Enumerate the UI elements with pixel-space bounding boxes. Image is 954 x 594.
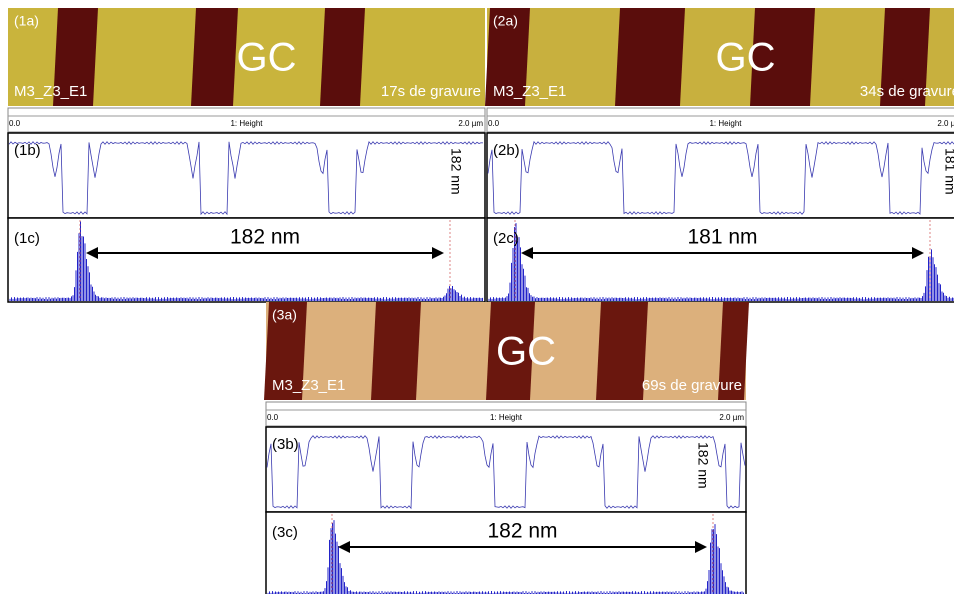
stripe: [320, 8, 365, 106]
stripe: [371, 302, 421, 400]
material-label: GC: [496, 330, 556, 374]
image-label: (1a): [14, 13, 39, 29]
image-label: (3a): [272, 307, 297, 323]
stripe: [264, 302, 307, 400]
height-profile: [487, 140, 954, 215]
histogram-label: (3c): [272, 524, 298, 541]
etch-time: 69s de gravure: [642, 377, 742, 394]
profile-box: [486, 132, 954, 219]
profile-height: 182 nm: [695, 442, 711, 489]
profile-height: 182 nm: [448, 148, 464, 195]
panel: (3a) GC M3_Z3_E1 69s de gravure 0.0 1: Height…: [264, 302, 749, 594]
stripe: [191, 8, 238, 106]
profile-box: [7, 132, 486, 219]
material-label: GC: [716, 36, 776, 80]
afm-image: [487, 8, 954, 106]
etch-time: 17s de gravure: [381, 83, 481, 100]
arrow-head: [521, 247, 533, 259]
sample-label: M3_Z3_E1: [14, 83, 87, 100]
histogram-label: (1c): [14, 230, 40, 247]
axis-start: 0.0: [267, 413, 279, 422]
stripe: [485, 8, 530, 106]
height-profile: [8, 141, 484, 216]
image-label: (2a): [493, 13, 518, 29]
profile-box: [265, 426, 747, 513]
stripe: [880, 8, 930, 106]
axis-end: 2.0 µm: [458, 119, 483, 128]
material-label: GC: [237, 36, 297, 80]
axis-title: 1: Height: [709, 119, 742, 128]
stripe: [596, 302, 648, 400]
histogram-box: [486, 217, 954, 303]
panel: (2a) GC M3_Z3_E1 34s de gravure 0.0 1: Height…: [485, 8, 954, 303]
stripe: [750, 8, 815, 106]
profile-height: 181 nm: [942, 148, 954, 195]
sample-label: M3_Z3_E1: [493, 83, 566, 100]
axis-end: 2.0 µm: [719, 413, 744, 422]
profile-label: (1b): [14, 142, 41, 159]
axis-end: 2.0 µm: [937, 119, 954, 128]
arrow-head: [86, 247, 98, 259]
axis-start: 0.0: [488, 119, 500, 128]
arrow-head: [912, 247, 924, 259]
axis-title: 1: Height: [490, 413, 523, 422]
axis-strip: [486, 107, 954, 133]
histogram-distance: 181 nm: [687, 226, 757, 249]
axis-title: 1: Height: [230, 119, 263, 128]
histogram-box: [265, 511, 747, 594]
profile-label: (2b): [493, 142, 520, 159]
height-profile: [266, 435, 746, 510]
profile-label: (3b): [272, 436, 299, 453]
histogram-distance: 182 nm: [487, 520, 557, 543]
stripe: [53, 8, 98, 106]
axis-strip: [265, 401, 747, 427]
arrow-head: [432, 247, 444, 259]
axis-start: 0.0: [9, 119, 21, 128]
stripe: [615, 8, 685, 106]
stripe: [718, 302, 749, 400]
arrow-head: [338, 541, 350, 553]
etch-time: 34s de gravure: [860, 83, 954, 100]
panel: (1a) GC M3_Z3_E1 17s de gravure 0.0 1: Height…: [7, 8, 486, 303]
sample-label: M3_Z3_E1: [272, 377, 345, 394]
axis-strip: [7, 107, 486, 133]
histogram-distance: 182 nm: [230, 226, 300, 249]
histogram-label: (2c): [493, 230, 519, 247]
arrow-head: [695, 541, 707, 553]
stripe: [486, 302, 535, 400]
